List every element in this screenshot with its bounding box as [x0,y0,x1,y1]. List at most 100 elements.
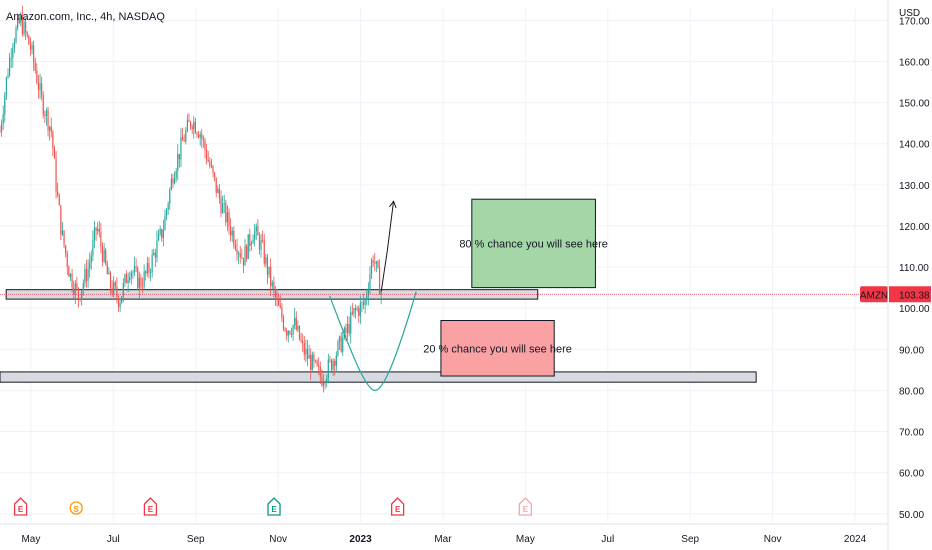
candle-body [45,110,48,116]
candle-body [29,44,32,50]
candle-body [103,249,105,262]
candle-body [326,377,328,383]
last-price-line: AMZN 103.38 [0,286,931,303]
candle-body [378,267,381,295]
candle-body [44,114,46,116]
candle-body [39,83,41,90]
candle-body [47,110,49,131]
candle-body [26,32,28,36]
candle-body [375,261,377,264]
candle-body [300,339,302,342]
candle-body [335,355,337,366]
candle-body [2,114,4,124]
candle-body [265,257,267,264]
candle-body [100,232,102,246]
candle-body [159,229,161,234]
candle-body [138,277,140,289]
candle-body [81,290,83,300]
candle-body [351,312,353,314]
y-tick-label: 120.00 [899,222,930,233]
candle-body [246,245,248,259]
candle-body [306,348,309,359]
event-label: E [523,505,529,514]
candle-body [42,94,44,115]
candle-body [97,228,99,231]
candle-body [156,240,158,258]
y-tick-label: 160.00 [899,57,930,68]
candle-body [186,120,188,131]
event-marker[interactable]: E [518,497,533,516]
candle-body [194,121,196,134]
candle-body [255,226,257,232]
candle-body [233,230,235,245]
candle-body [164,215,166,230]
candle-body [95,227,97,231]
event-label: E [18,505,24,514]
candle-body [71,273,73,289]
event-marker[interactable]: E [390,497,405,516]
candle-body [214,172,216,178]
candle-body [220,198,222,213]
candle-body [85,269,88,281]
candle-body [60,205,62,235]
candle-body [295,317,297,330]
candle-body [109,272,112,288]
candle-body [57,191,59,195]
candle-body [82,283,84,291]
candle-body [318,365,320,367]
candle-body [101,245,104,262]
candle-body [321,377,323,386]
candle-body [252,239,254,244]
candle-body [302,341,304,343]
event-marker[interactable]: E [267,497,281,516]
candle-body [188,120,190,122]
x-tick-label: Jul [107,534,120,545]
candle-body [17,17,19,29]
candle-body [244,245,246,266]
candle-body [167,203,169,210]
candle-body [68,266,70,277]
candle-body [132,272,134,274]
x-tick-label: May [21,534,40,545]
candle-body [1,123,3,132]
candle-body [334,360,336,366]
red-box-label: 20 % chance you will see here [423,343,572,355]
candle-body [5,77,8,95]
candle-body [222,203,224,213]
candle-body [31,45,33,50]
candle-body [234,244,237,249]
candle-body [161,229,163,239]
last-price-tag [889,286,931,303]
candle-body [327,359,329,378]
candle-body [361,302,363,304]
candle-body [20,15,22,23]
candle-body [345,327,347,334]
candle-body [105,249,107,264]
candle-body [63,230,65,246]
event-label: S [74,505,80,514]
candle-body [231,230,233,236]
candle-body [247,234,249,259]
candle-body [124,274,126,283]
y-tick-label: 80.00 [899,386,924,397]
green-box-label: 80 % chance you will see here [459,238,608,250]
event-marker[interactable]: E [13,497,28,516]
currency-label: USD [899,8,920,19]
candle-body [108,272,110,275]
candle-body [21,15,24,35]
candle-body [69,273,72,277]
candle-body [191,126,193,129]
event-marker[interactable]: S [69,501,83,515]
candle-body [281,307,283,319]
candle-body [324,382,326,384]
event-marker[interactable]: E [143,497,158,516]
candle-body [205,150,208,160]
candle-body [129,276,131,281]
candle-body [145,271,147,274]
candle-body [286,330,288,336]
candle-body [122,282,124,297]
y-tick-label: 130.00 [899,181,930,192]
candle-body [249,234,251,246]
